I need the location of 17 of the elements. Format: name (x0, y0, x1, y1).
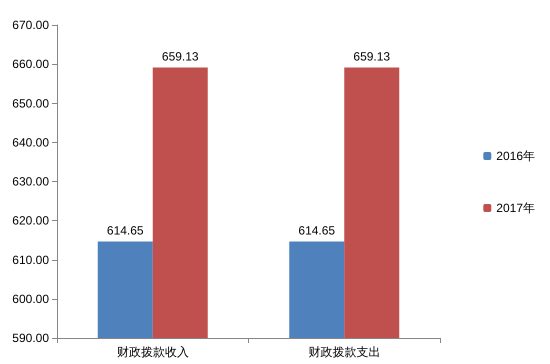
x-tick-label: 财政拨款收入 (116, 345, 189, 359)
y-tick-label: 590.00 (12, 331, 50, 345)
data-label: 614.65 (298, 224, 336, 238)
legend-label: 2016年 (496, 149, 536, 163)
data-label: 659.13 (353, 50, 390, 64)
y-tick-label: 630.00 (12, 174, 50, 188)
y-tick-label: 640.00 (12, 135, 50, 150)
data-label: 614.65 (106, 224, 144, 238)
data-label: 659.13 (162, 50, 199, 64)
y-tick-label: 620.00 (12, 214, 50, 228)
y-tick-label: 650.00 (12, 96, 50, 110)
legend-label: 2017年 (496, 201, 536, 215)
x-tick-label: 财政拨款支出 (308, 345, 380, 359)
y-tick-label: 670.00 (12, 18, 50, 32)
y-tick-label: 600.00 (12, 292, 50, 306)
y-tick-label: 660.00 (12, 57, 50, 72)
y-tick-label: 610.00 (12, 252, 50, 267)
